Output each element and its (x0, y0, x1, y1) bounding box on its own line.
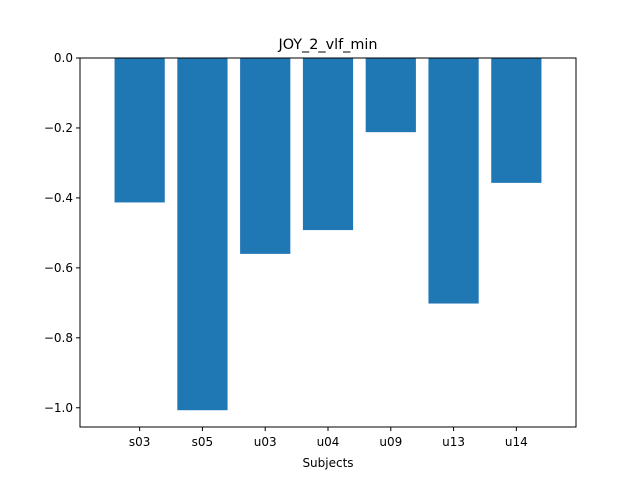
x-tick-label: u09 (379, 435, 402, 449)
bar-u04 (302, 58, 354, 231)
x-tick-label: u14 (505, 435, 528, 449)
x-tick-label: u13 (442, 435, 465, 449)
x-tick-label: s03 (129, 435, 151, 449)
chart-title: JOY_2_vlf_min (277, 37, 377, 53)
y-tick-label: 0.0 (54, 51, 73, 65)
bar-u14 (491, 58, 542, 183)
x-ticks-group: s03 s05 u03 u04 u09 u13 u14 (129, 427, 528, 449)
bar-u13 (428, 58, 479, 304)
x-tick-label: u03 (254, 435, 277, 449)
y-tick-label: −0.2 (44, 121, 73, 135)
y-tick-label: −0.6 (44, 261, 73, 275)
y-tick-label: −0.8 (44, 331, 73, 345)
y-tick-label: −0.4 (44, 191, 73, 205)
bar-s05 (177, 58, 228, 411)
y-tick-label: −1.0 (44, 401, 73, 415)
bar-u09 (365, 58, 416, 133)
bars-group (114, 58, 542, 411)
bar-s03 (114, 58, 165, 203)
axes-frame (79, 57, 577, 428)
x-axis-label: Subjects (302, 456, 353, 470)
bar-u03 (240, 58, 291, 254)
y-ticks-group: 0.0 −0.2 −0.4 −0.6 −0.8 −1.0 (44, 51, 80, 415)
x-tick-label: s05 (192, 435, 214, 449)
x-tick-label: u04 (317, 435, 340, 449)
